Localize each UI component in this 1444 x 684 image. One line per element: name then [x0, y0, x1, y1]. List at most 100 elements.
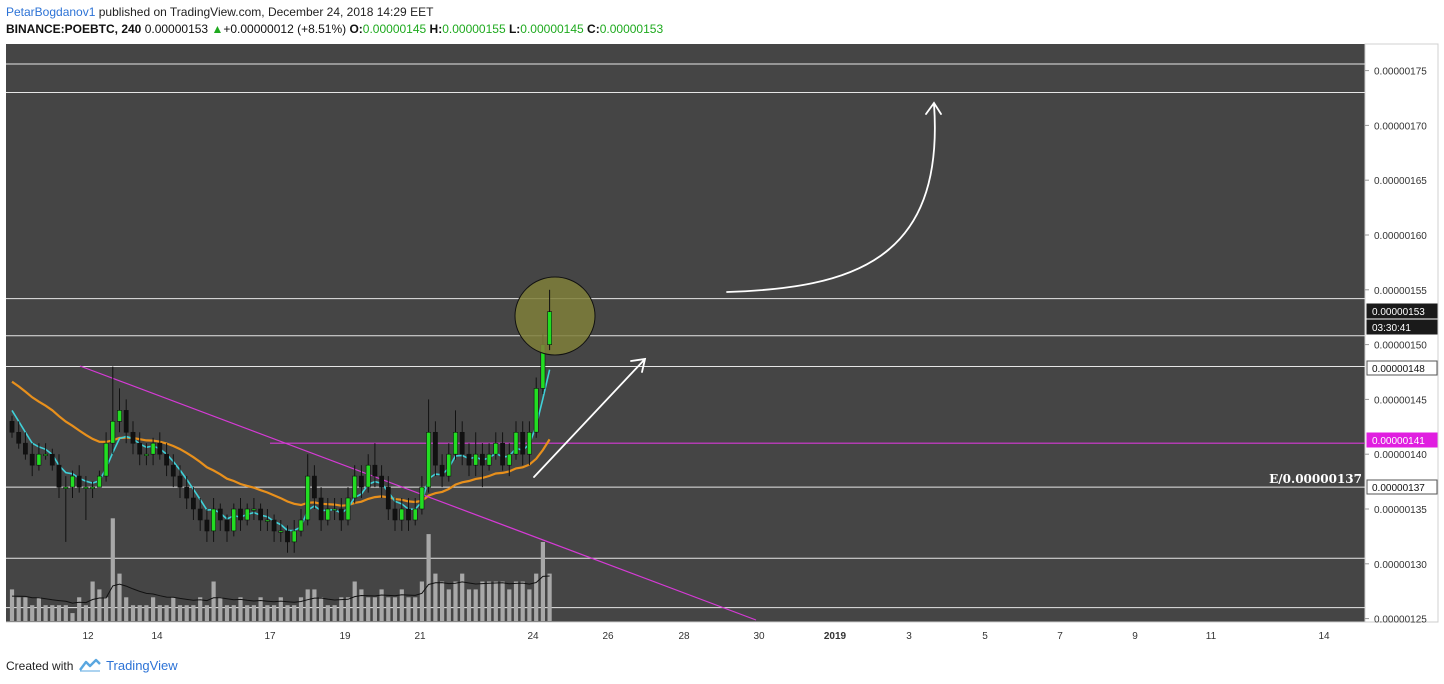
volume-bar	[298, 597, 304, 621]
candle-body	[352, 475, 358, 499]
candle-body	[338, 508, 344, 521]
y-tick-label: 0.00000155	[1374, 286, 1427, 297]
candle-body	[513, 431, 519, 455]
candle-body	[446, 453, 452, 477]
chart-background	[6, 44, 1365, 622]
candle-body	[217, 508, 223, 521]
y-tick-label: 0.00000125	[1374, 615, 1427, 626]
volume-bar	[540, 542, 545, 621]
volume-bar	[90, 581, 95, 621]
candle-body	[479, 453, 485, 466]
last-price: 0.00000153	[144, 22, 209, 36]
volume-bar	[285, 605, 290, 621]
volume-bar	[426, 534, 431, 621]
candle-body	[332, 508, 337, 511]
candle-body	[43, 453, 48, 457]
volume-bar	[413, 597, 418, 621]
volume-bar	[56, 605, 62, 621]
price-label-text: 0.00000153	[1372, 307, 1425, 318]
volume-bar	[534, 573, 539, 621]
entry-annotation-label: E/0.00000137	[1269, 472, 1362, 486]
volume-bar	[419, 581, 424, 621]
candle-body	[130, 431, 136, 444]
volume-bar	[191, 605, 196, 621]
volume-bar	[513, 581, 519, 621]
price-change: +0.00000012 (+8.51%)	[223, 22, 347, 36]
candle-body	[473, 453, 479, 466]
candle-body	[244, 508, 250, 521]
descending-trendline	[79, 365, 757, 621]
volume-bar	[319, 597, 324, 621]
footer: Created with TradingView	[6, 658, 178, 675]
volume-bar	[520, 581, 525, 621]
volume-bar	[507, 589, 512, 621]
tradingview-link[interactable]: TradingView	[106, 658, 178, 673]
candle-body	[392, 508, 398, 521]
publish-text: published on TradingView.com, December 2…	[98, 5, 434, 19]
candle-body	[251, 508, 257, 511]
x-tick-label: 5	[982, 631, 988, 642]
x-tick-label: 30	[753, 631, 765, 642]
candle-body	[379, 475, 384, 488]
candle-body	[264, 519, 270, 522]
volume-bar	[171, 597, 176, 621]
volume-bar	[117, 573, 122, 621]
volume-bar	[164, 605, 169, 621]
time-axis-background[interactable]	[6, 622, 1365, 644]
candle-body	[412, 508, 418, 521]
symbol-label[interactable]: BINANCE:POEBTC, 240	[6, 22, 142, 36]
candle-body	[150, 442, 156, 455]
open-value: 0.00000145	[362, 22, 427, 36]
volume-bar	[366, 597, 371, 621]
candle-body	[520, 431, 526, 455]
volume-bar	[198, 597, 203, 621]
candle-body	[318, 497, 324, 521]
volume-bar	[30, 605, 35, 621]
y-tick-label: 0.00000140	[1374, 450, 1427, 461]
x-tick-label: 11	[1206, 631, 1217, 642]
volume-bar	[278, 597, 283, 621]
x-tick-label: 12	[82, 631, 94, 642]
candle-body	[271, 519, 277, 532]
volume-bar	[325, 605, 330, 621]
volume-bar	[83, 605, 88, 621]
candle-body	[258, 508, 263, 521]
close-value: 0.00000153	[599, 22, 664, 36]
highlight-circle	[514, 276, 596, 356]
volume-bar	[493, 581, 498, 621]
volume-bar	[258, 597, 263, 621]
candle-body	[56, 464, 62, 488]
volume-bar	[446, 589, 451, 621]
candle-body	[231, 508, 237, 532]
candle-body	[9, 420, 15, 433]
y-tick-label: 0.00000160	[1374, 231, 1427, 242]
candle-body	[506, 453, 512, 466]
volume-bar	[305, 589, 310, 621]
x-tick-label: 24	[527, 631, 539, 642]
created-with-text: Created with	[6, 659, 74, 673]
candle-body	[459, 431, 465, 455]
candle-body	[486, 453, 492, 466]
volume-bar	[151, 597, 156, 621]
volume-bar	[453, 581, 458, 621]
candle-body	[372, 464, 378, 477]
candle-body	[291, 530, 297, 543]
candle-body	[103, 442, 109, 477]
volume-bar	[345, 597, 351, 621]
candle-body	[466, 453, 472, 466]
y-tick-label: 0.00000165	[1374, 176, 1427, 187]
volume-bar	[332, 605, 337, 621]
volume-bar	[500, 581, 505, 621]
author-link[interactable]: PetarBogdanov1	[6, 5, 96, 19]
volume-bar	[245, 605, 250, 621]
candle-body	[432, 431, 438, 466]
volume-bar	[231, 605, 236, 621]
x-tick-label: 2019	[824, 631, 847, 642]
volume-bar	[265, 605, 270, 621]
volume-bar	[130, 605, 136, 621]
volume-bar	[110, 518, 115, 621]
candle-body	[345, 497, 351, 521]
candle-body	[500, 442, 505, 466]
candle-body	[453, 431, 458, 455]
